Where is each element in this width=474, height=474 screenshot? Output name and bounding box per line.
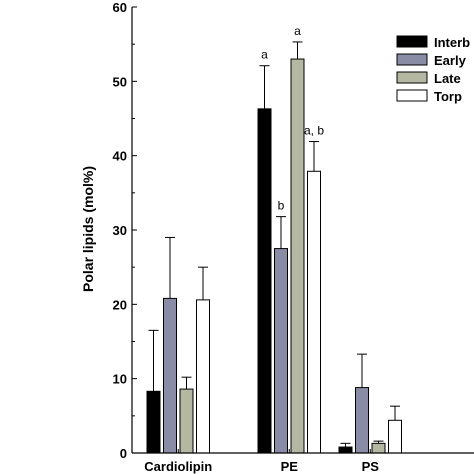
bar-pe-series-2 (290, 58, 305, 454)
x-tick-label-pe: PE (281, 459, 299, 474)
bar-cardiolipin-series-2 (179, 388, 194, 454)
significance-label: b (278, 199, 285, 213)
significance-label: a, b (304, 124, 324, 138)
bars-layer (146, 58, 402, 454)
bar-cardiolipin-series-0 (146, 390, 161, 454)
significance-label: a (261, 48, 268, 62)
legend-label: Torp (434, 89, 462, 104)
y-tick-label: 0 (120, 446, 127, 461)
legend-swatch (396, 35, 428, 48)
bar-cardiolipin-series-3 (196, 299, 210, 454)
y-tick-label: 60 (113, 0, 127, 15)
y-tick-label: 50 (113, 74, 127, 89)
bar-ps-series-1 (355, 387, 369, 454)
axes: 0 10 20 30 40 50 60 Cardiolipin PE PS (113, 0, 474, 474)
error-bars-layer (148, 41, 400, 448)
bar-pe-series-0 (257, 108, 272, 454)
legend-label: Early (434, 53, 467, 68)
x-tick-label-ps: PS (362, 459, 380, 474)
bar-ps-series-3 (388, 419, 402, 454)
bar-pe-series-1 (274, 248, 288, 454)
y-axis-title: Polar lipids (mol%) (80, 166, 96, 292)
significance-label: a (294, 24, 301, 38)
y-tick-label: 20 (113, 297, 127, 312)
bar-ps-series-2 (371, 442, 386, 454)
annotations-layer: a b a a, b (261, 24, 324, 213)
legend-label: Late (434, 71, 461, 86)
y-tick-label: 30 (113, 223, 127, 238)
legend-swatch (396, 89, 428, 102)
bar-ps-series-0 (338, 446, 353, 454)
x-tick-label-cardiolipin: Cardiolipin (144, 459, 212, 474)
bar-pe-series-3 (307, 170, 321, 454)
legend: Interb Early Late Torp (396, 35, 470, 104)
y-tick-label: 10 (113, 372, 127, 387)
y-tick-label: 40 (113, 149, 127, 164)
legend-label: Interb (434, 35, 470, 50)
legend-swatch (396, 53, 428, 66)
legend-swatch (396, 71, 428, 84)
bar-cardiolipin-series-1 (163, 297, 177, 454)
